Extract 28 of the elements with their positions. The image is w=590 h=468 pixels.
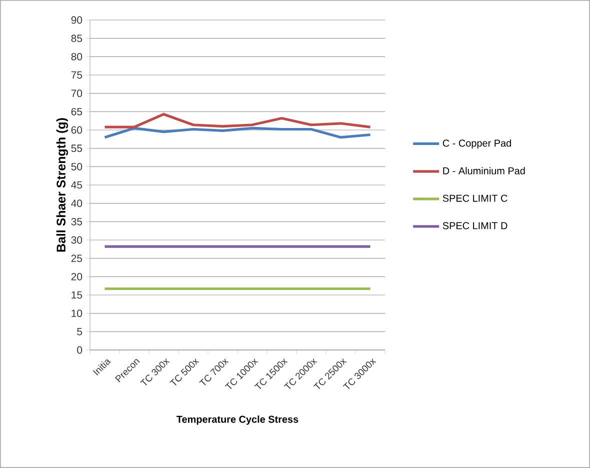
legend-label: D - Aluminium Pad [443,167,525,174]
y-tick-label: 90 [71,16,82,24]
y-tick-label: 5 [77,328,82,336]
y-tick-label: 45 [71,181,82,189]
y-axis-title: Ball Shaer Strength (g) [56,118,68,252]
y-tick-label: 35 [71,218,82,226]
y-tick-label: 0 [77,346,82,354]
x-axis-title: Temperature Cycle Stress [176,416,298,425]
y-tick-label: 15 [72,291,82,299]
legend-label: C - Copper Pad [442,139,511,149]
y-tick-label: 50 [71,162,82,170]
y-tick-label: 25 [71,254,82,262]
x-tick-label: Initia [92,359,111,376]
y-tick-label: 60 [71,126,82,134]
y-tick-label: 10 [72,310,82,318]
line-series [103,126,372,139]
y-tick-label: 85 [71,34,82,42]
y-tick-label: 20 [71,272,82,280]
legend-label: SPEC LIMIT D [442,222,508,230]
y-tick-label: 75 [71,71,82,79]
y-tick-label: 55 [71,144,82,152]
legend-label: SPEC LIMIT C [442,194,508,202]
y-tick-label: 70 [71,90,82,98]
y-tick-label: 65 [71,108,82,116]
y-tick-label: 30 [71,236,82,244]
y-tick-label: 80 [71,52,82,60]
y-tick-label: 40 [71,200,82,208]
line-series [103,112,372,128]
